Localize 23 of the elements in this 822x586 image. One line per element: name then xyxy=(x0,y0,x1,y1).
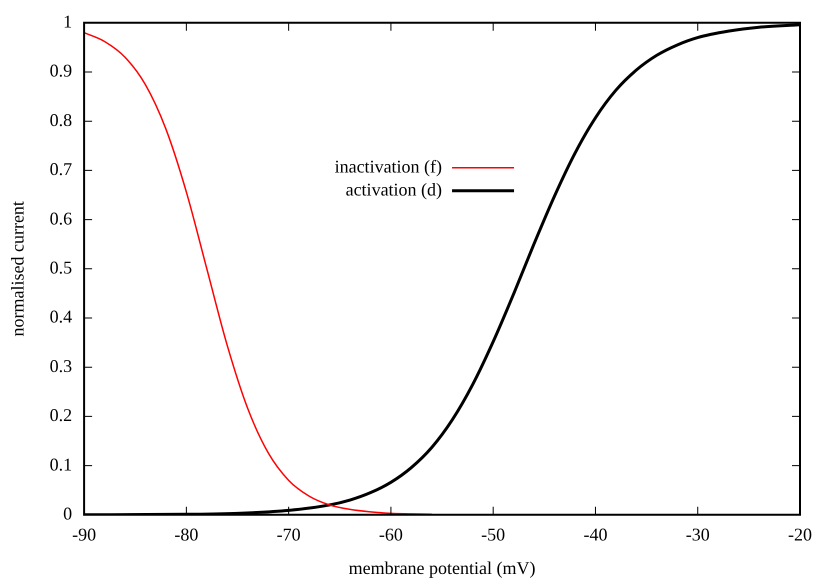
legend-label: inactivation (f) xyxy=(334,156,442,177)
x-tick-label: -30 xyxy=(686,524,710,544)
x-tick-label: -20 xyxy=(788,524,812,544)
legend-label: activation (d) xyxy=(346,180,442,200)
x-axis-title: membrane potential (mV) xyxy=(348,558,536,578)
x-tick-label: -40 xyxy=(583,524,608,544)
y-tick-label: 0 xyxy=(63,504,72,524)
y-tick-label: 0.7 xyxy=(50,159,72,180)
y-tick-label: 0.8 xyxy=(50,110,72,130)
y-tick-label: 0.5 xyxy=(50,258,72,278)
y-tick-label: 0.2 xyxy=(50,405,72,426)
y-tick-label: 0.3 xyxy=(50,356,72,376)
x-tick-label: -50 xyxy=(481,524,506,544)
y-axis-title: normalised current xyxy=(8,201,28,337)
y-tick-label: 1 xyxy=(63,12,72,32)
y-tick-label: 0.6 xyxy=(50,208,72,228)
y-tick-label: 0.4 xyxy=(50,306,72,327)
x-tick-label: -70 xyxy=(276,524,301,544)
y-tick-label: 0.1 xyxy=(50,454,72,474)
x-tick-label: -60 xyxy=(378,524,403,544)
y-tick-label: 0.9 xyxy=(50,60,72,81)
x-tick-label: -80 xyxy=(174,524,198,544)
x-tick-label: -90 xyxy=(72,524,96,544)
